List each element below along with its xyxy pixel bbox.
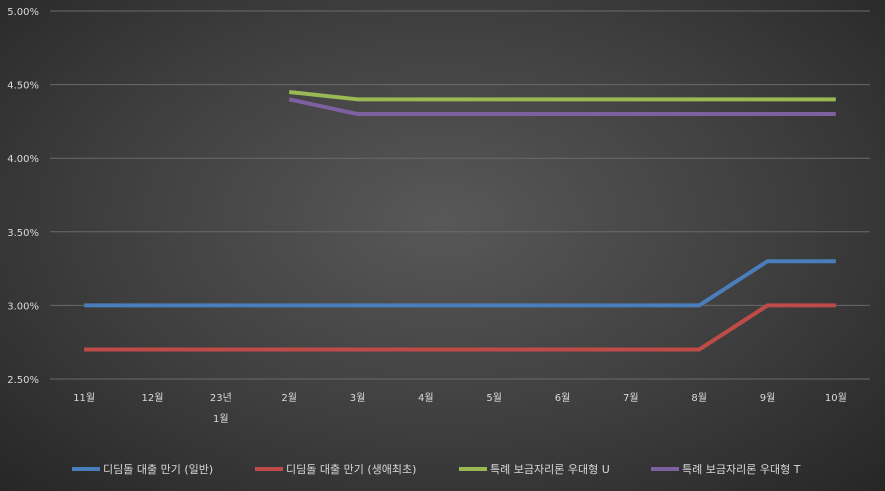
- x-tick-label: 10월: [825, 392, 847, 404]
- x-tick-label: 6월: [555, 392, 571, 404]
- series-line-2: [84, 303, 836, 352]
- x-tick-label: 9월: [760, 392, 776, 404]
- y-tick-label: 3.50%: [7, 228, 39, 239]
- legend-label: 특례 보금자리론 우대형 U: [490, 463, 610, 476]
- series-line-3: [288, 89, 836, 102]
- legend-label: 특례 보금자리론 우대형 T: [682, 463, 801, 476]
- x-tick-label: 8월: [691, 392, 707, 404]
- gridlines: [50, 10, 870, 380]
- series-line-1: [84, 259, 836, 308]
- x-tick-label: 2월: [281, 392, 297, 404]
- series-line-4: [288, 97, 836, 117]
- x-tick-label: 23년 1월: [210, 392, 232, 425]
- x-tick-label: 12월: [142, 392, 164, 404]
- legend: 디딤돌 대출 만기 (일반) 디딤돌 대출 만기 (생애최초) 특례 보금자리론 우…: [72, 462, 801, 476]
- series-lines: [84, 89, 836, 352]
- x-axis-tick-labels: 11월 12월 23년 1월 2월 3월 4월 5월 6월 7월 8월 9월 10월: [73, 392, 847, 425]
- legend-label: 디딤돌 대출 만기 (일반): [103, 462, 213, 476]
- x-tick-label: 4월: [418, 392, 434, 404]
- y-tick-label: 4.00%: [7, 154, 39, 165]
- x-tick-label: 5월: [486, 392, 502, 404]
- x-tick-label: 3월: [350, 392, 366, 404]
- legend-label: 디딤돌 대출 만기 (생애최초): [286, 463, 416, 476]
- x-tick-label: 11월: [73, 392, 95, 404]
- y-axis-tick-labels: 2.50% 3.00% 3.50% 4.00% 4.50% 5.00%: [7, 7, 39, 386]
- y-tick-label: 3.00%: [7, 301, 39, 312]
- y-tick-label: 4.50%: [7, 81, 39, 92]
- y-tick-label: 5.00%: [7, 7, 39, 18]
- x-tick-label: 7월: [623, 392, 639, 404]
- y-tick-label: 2.50%: [7, 375, 39, 386]
